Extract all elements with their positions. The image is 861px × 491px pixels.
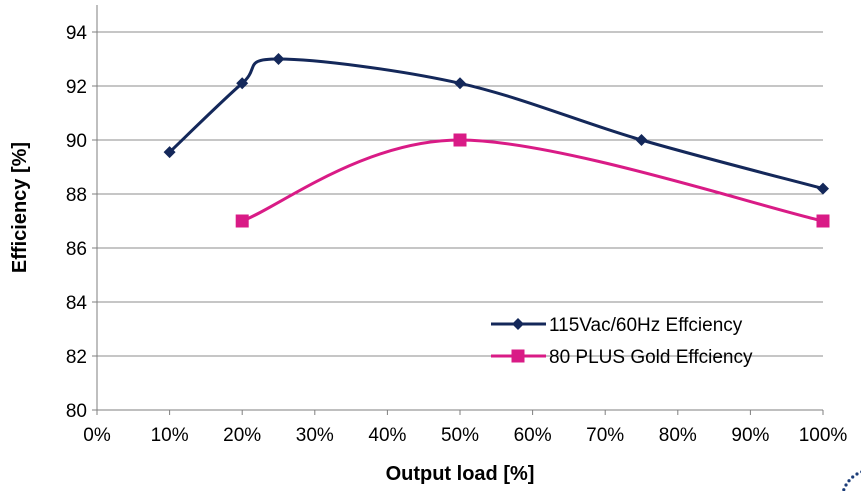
legend-entry: 115Vac/60Hz Effciency	[491, 315, 743, 336]
y-tick-label: 94	[66, 23, 88, 44]
data-point	[236, 77, 249, 90]
y-tick-label: 82	[66, 347, 87, 368]
x-tick-label: 10%	[151, 425, 189, 446]
x-tick-label: 70%	[586, 425, 624, 446]
y-tick-label: 92	[66, 77, 87, 98]
x-tick-label: 50%	[441, 425, 479, 446]
y-tick-label: 84	[66, 293, 88, 314]
data-point	[817, 182, 829, 195]
y-tick-label: 86	[66, 239, 87, 260]
legend-marker	[512, 318, 524, 330]
legend-marker	[511, 349, 525, 363]
series-layer	[163, 53, 830, 228]
legend: 115Vac/60Hz Effciency 80 PLUS Gold Effcie…	[491, 315, 753, 368]
logo-dot	[842, 488, 846, 491]
legend-entry: 80 PLUS Gold Effciency	[491, 347, 753, 368]
corner-logo-fragment	[842, 470, 861, 491]
series-2	[235, 133, 830, 228]
x-tick-label: 30%	[296, 425, 334, 446]
x-tick-label: 40%	[368, 425, 406, 446]
legend-label: 80 PLUS Gold Effciency	[549, 347, 753, 368]
data-point	[453, 133, 467, 147]
series-line	[168, 57, 824, 191]
x-tick-label: 90%	[731, 425, 769, 446]
y-axis-title: Efficiency [%]	[9, 142, 31, 273]
series-1	[163, 53, 829, 195]
y-tick-label: 88	[66, 185, 87, 206]
y-tick-labels: 80 82 84 86 88 90 92 94	[66, 23, 97, 422]
data-point	[635, 134, 648, 146]
x-tick-label: 100%	[799, 425, 848, 446]
y-tick-label: 90	[66, 131, 87, 152]
legend-label: 115Vac/60Hz Effciency	[549, 315, 743, 336]
data-point	[816, 214, 830, 228]
x-tick-label: 80%	[659, 425, 697, 446]
logo-dot	[847, 479, 851, 483]
x-tick-label: 60%	[514, 425, 552, 446]
x-tick-labels: 0% 10% 20% 30% 40% 50% 60% 70% 80% 90% 100%	[83, 410, 847, 446]
data-point	[272, 53, 285, 65]
logo-dot	[855, 472, 859, 476]
y-tick-label: 80	[66, 401, 87, 422]
data-point	[163, 146, 176, 159]
data-point	[454, 77, 466, 90]
logo-dot	[844, 483, 848, 487]
x-tick-label: 20%	[223, 425, 261, 446]
x-tick-label: 0%	[83, 425, 111, 446]
logo-dot	[851, 475, 855, 479]
data-point	[235, 214, 249, 228]
x-axis-title: Output load [%]	[386, 463, 535, 485]
series-line	[241, 138, 824, 223]
